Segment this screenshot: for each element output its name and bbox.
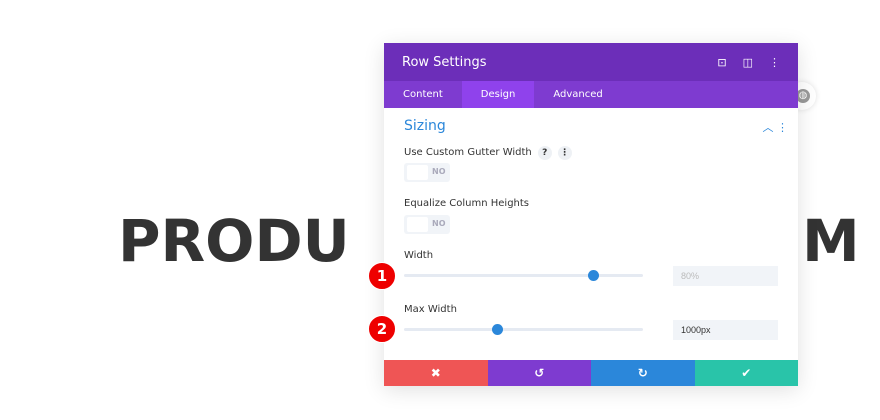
modal-footer: ✖ ↺ ↻ ✔ [384, 360, 798, 386]
width-slider[interactable] [404, 270, 643, 281]
tab-advanced[interactable]: Advanced [553, 89, 603, 100]
gutter-label: Use Custom Gutter Width [404, 147, 532, 158]
toggle-state: NO [432, 167, 446, 176]
step-badge-1: 1 [368, 262, 396, 290]
cancel-button[interactable]: ✖ [384, 360, 488, 386]
max-width-input[interactable] [673, 320, 778, 340]
globe-icon: ◍ [796, 89, 810, 103]
row-settings-modal: Row Settings ⊡ ◫ ⋮ Content Design Advanc… [384, 43, 798, 386]
tab-design[interactable]: Design [461, 81, 535, 108]
more-options-icon[interactable]: ⋮ [557, 146, 572, 160]
width-input[interactable] [673, 266, 778, 286]
chevron-up-icon[interactable]: ︿ [762, 121, 774, 134]
tab-bar: Content Design Advanced [384, 81, 798, 108]
section-more-icon[interactable]: ⋮ [777, 121, 788, 134]
focus-icon[interactable]: ⊡ [717, 55, 727, 69]
max-width-label: Max Width [404, 304, 457, 315]
step-badge-2: 2 [368, 315, 396, 343]
width-slider-thumb[interactable] [587, 270, 599, 281]
gutter-toggle[interactable]: NO [404, 163, 450, 182]
equalize-label: Equalize Column Heights [404, 198, 530, 209]
help-icon[interactable]: ? [537, 146, 552, 160]
max-width-slider-thumb[interactable] [492, 324, 504, 335]
modal-title: Row Settings [402, 54, 487, 70]
toggle-state: NO [432, 219, 446, 228]
section-title[interactable]: Sizing [404, 118, 446, 134]
undo-button[interactable]: ↺ [487, 360, 591, 386]
split-view-icon[interactable]: ◫ [742, 55, 753, 69]
background-heading-left: PRODU [118, 207, 350, 275]
save-button[interactable]: ✔ [694, 360, 798, 386]
equalize-toggle[interactable]: NO [404, 215, 450, 234]
max-width-slider[interactable] [404, 324, 643, 335]
more-vertical-icon[interactable]: ⋮ [769, 55, 780, 69]
tab-content[interactable]: Content [403, 89, 443, 100]
width-label: Width [404, 250, 434, 261]
redo-button[interactable]: ↻ [591, 360, 695, 386]
modal-header: Row Settings ⊡ ◫ ⋮ [384, 43, 798, 81]
background-heading-right: M [802, 207, 860, 275]
